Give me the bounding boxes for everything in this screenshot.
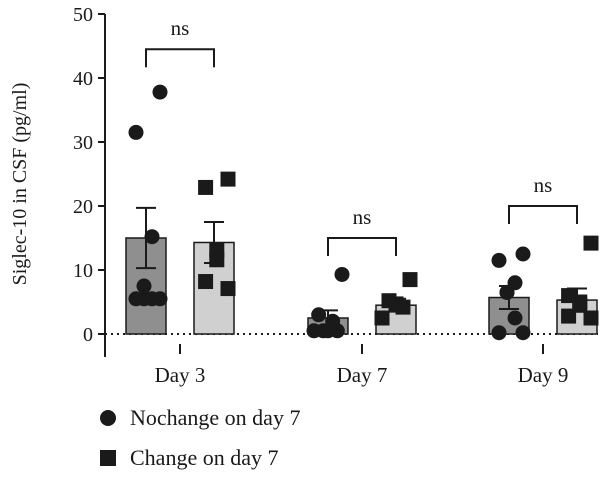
chart-svg: 0 10 20 30 40 50 Siglec-10 in CSF (pg/ml) Day 3… <box>9 4 599 387</box>
data-point-square <box>583 235 599 251</box>
x-tick-label: Day 9 <box>518 363 569 387</box>
y-tick-label: 30 <box>73 132 93 154</box>
data-point-circle <box>136 278 152 294</box>
y-tick-label: 20 <box>73 196 93 218</box>
significance-label: ns <box>353 205 372 229</box>
x-tick-label: Day 7 <box>337 363 388 387</box>
legend-item-nochange: Nochange on day 7 <box>100 398 300 438</box>
data-point-square <box>395 299 411 315</box>
data-point-circle <box>499 284 515 300</box>
data-point-circle <box>128 291 144 307</box>
data-point-square <box>198 274 214 290</box>
data-point-circle <box>152 84 168 100</box>
significance-label: ns <box>171 16 190 40</box>
data-point-circle <box>306 323 322 339</box>
data-point-circle <box>128 124 144 140</box>
data-point-square <box>209 252 225 268</box>
y-tick-label: 0 <box>83 324 93 346</box>
x-tick-label: Day 3 <box>155 363 206 387</box>
data-point-square <box>583 310 599 326</box>
significance-bracket <box>145 48 215 68</box>
significance-bracket <box>327 237 397 256</box>
legend-circle-marker <box>100 410 116 426</box>
legend-label-nochange: Nochange on day 7 <box>130 405 301 430</box>
legend-square-marker <box>100 450 116 466</box>
data-point-circle <box>334 266 350 282</box>
data-point-circle <box>515 325 531 341</box>
significance-bracket <box>508 205 578 224</box>
data-point-circle <box>329 323 345 339</box>
significance-label: ns <box>534 173 553 197</box>
legend: Nochange on day 7 Change on day 7 <box>100 398 300 478</box>
data-point-square <box>220 171 236 187</box>
legend-label-change: Change on day 7 <box>130 445 279 470</box>
legend-item-change: Change on day 7 <box>100 438 300 478</box>
y-tick-label: 50 <box>73 4 93 26</box>
data-point-circle <box>507 310 523 326</box>
data-point-square <box>561 308 577 324</box>
y-tick-label: 10 <box>73 260 93 282</box>
y-tick-label: 40 <box>73 68 93 90</box>
data-point-circle <box>144 229 160 245</box>
data-point-square <box>198 179 214 195</box>
data-point-square <box>220 281 236 297</box>
data-point-circle <box>311 307 327 323</box>
data-point-circle <box>515 246 531 262</box>
data-point-circle <box>152 291 168 307</box>
y-axis-label: Siglec-10 in CSF (pg/ml) <box>9 83 31 286</box>
data-point-square <box>402 272 418 288</box>
data-point-square <box>374 310 390 326</box>
data-point-circle <box>491 252 507 268</box>
data-point-circle <box>491 325 507 341</box>
